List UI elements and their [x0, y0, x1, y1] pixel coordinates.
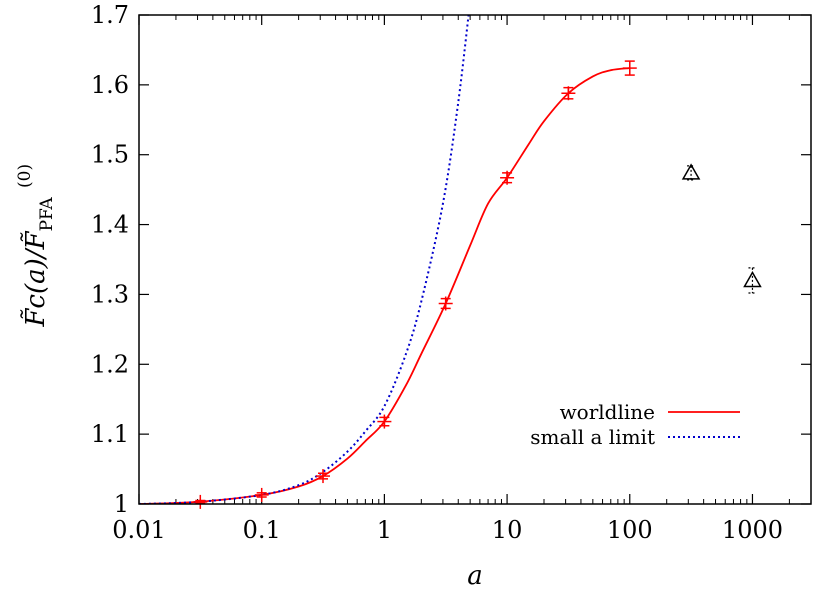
data-point-triangle: [743, 267, 762, 294]
legend-label: worldline: [560, 400, 655, 424]
data-point: [561, 86, 576, 101]
legend-label: small a limit: [530, 425, 655, 449]
x-tick-label: 0.1: [243, 516, 281, 544]
data-point: [193, 494, 208, 509]
data-point: [438, 296, 453, 311]
x-tick-label: 0.01: [112, 516, 165, 544]
x-axis-label: a: [467, 561, 483, 589]
data-point: [315, 469, 330, 484]
series-line-small-a-limit: [139, 15, 470, 504]
data-point-triangle: [681, 163, 701, 181]
y-axis-label: F̃c(a)/F̃PFA (0): [15, 164, 57, 328]
x-tick-label: 1: [377, 516, 392, 544]
triangle-marker: [743, 270, 762, 288]
x-tick-label: 1000: [722, 516, 783, 544]
svg-text:F̃c(a)/F̃PFA: F̃c(a)/F̃PFA: [20, 197, 57, 328]
y-tick-label: 1.1: [91, 420, 129, 448]
data-point: [254, 487, 269, 502]
y-tick-label: 1.4: [91, 211, 129, 239]
x-tick-label: 100: [607, 516, 653, 544]
y-axis-label-sub: PFA: [37, 197, 57, 232]
triangle-marker: [681, 163, 701, 180]
y-tick-label: 1.7: [91, 1, 129, 29]
y-tick-label: 1.5: [91, 141, 129, 169]
plot-frame: [138, 14, 812, 505]
y-tick-label: 1.2: [91, 350, 129, 378]
y-axis-label-superscript: (0): [15, 164, 35, 188]
data-point: [377, 414, 392, 429]
y-tick-label: 1: [114, 490, 129, 518]
data-point: [622, 60, 637, 76]
x-tick-label: 10: [492, 516, 523, 544]
y-tick-label: 1.3: [91, 280, 129, 308]
data-point: [500, 170, 515, 185]
y-tick-label: 1.6: [91, 71, 129, 99]
y-axis-label-main: F̃c(a)/F̃: [20, 230, 51, 327]
series-line-worldline: [139, 67, 630, 504]
